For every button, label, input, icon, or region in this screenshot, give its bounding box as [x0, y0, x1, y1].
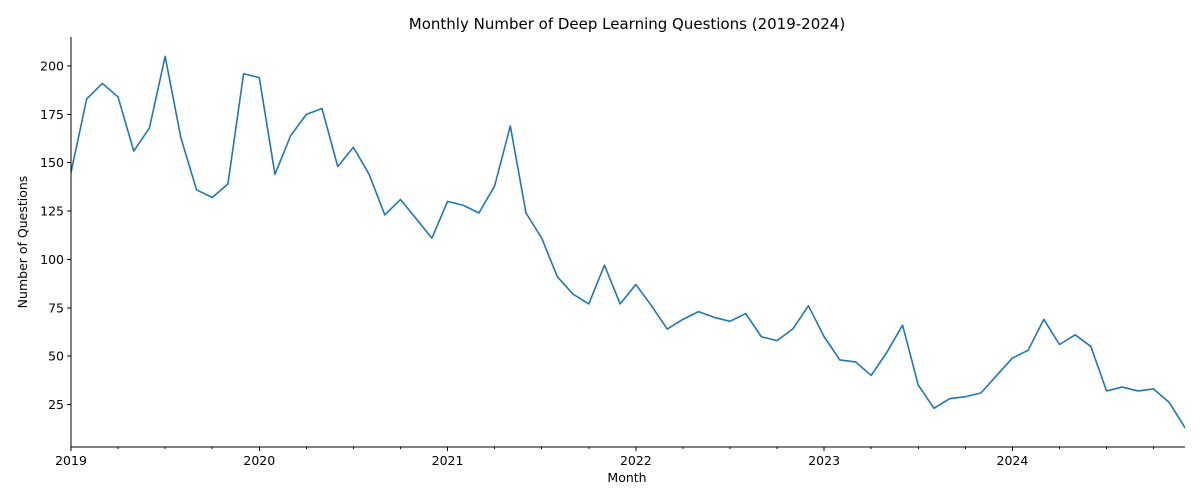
x-axis: 2019 2020 2021 2022 2023 2024 [55, 446, 1185, 468]
x-tick-label: 2020 [243, 453, 275, 468]
x-tick-label: 2023 [808, 453, 840, 468]
plot-area [71, 55, 1185, 429]
y-tick-label: 150 [40, 155, 64, 170]
series-line-0 [71, 55, 1185, 429]
x-tick-label: 2022 [620, 453, 652, 468]
y-tick-label: 25 [48, 397, 64, 412]
x-tick-label: 2024 [997, 453, 1029, 468]
x-tick-label: 2019 [55, 453, 87, 468]
x-tick-label: 2021 [432, 453, 464, 468]
y-axis: 25 50 75 100 125 150 175 200 [40, 37, 72, 447]
chart-title: Monthly Number of Deep Learning Question… [409, 15, 845, 33]
y-tick-label: 125 [40, 204, 64, 219]
y-tick-label: 100 [40, 252, 64, 267]
y-tick-label: 175 [40, 107, 64, 122]
y-tick-label: 75 [48, 300, 64, 315]
y-axis-title: Number of Questions [15, 176, 30, 309]
y-tick-label: 50 [48, 349, 64, 364]
x-axis-title: Month [607, 470, 646, 485]
y-tick-label: 200 [40, 59, 64, 74]
